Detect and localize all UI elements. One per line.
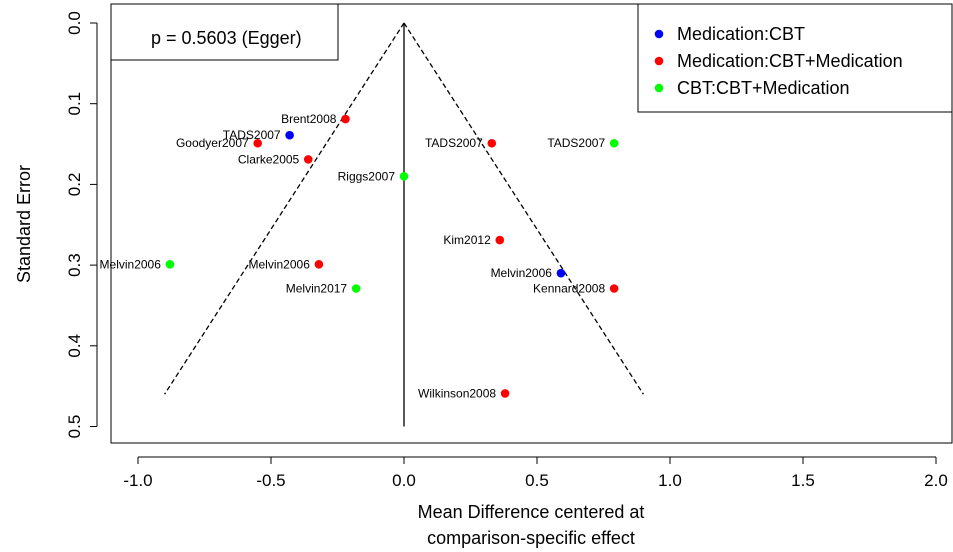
point-label: TADS2007 xyxy=(547,136,605,150)
y-tick-label: 0.3 xyxy=(65,253,84,277)
funnel-lines xyxy=(164,22,644,427)
y-axis: 0.0 0.1 0.2 0.3 0.4 0.5 xyxy=(65,11,98,439)
point-label: Melvin2006 xyxy=(491,266,553,280)
legend-label: CBT:CBT+Medication xyxy=(677,78,850,98)
point-label: TADS2007 xyxy=(223,128,281,142)
y-tick-label: 0.2 xyxy=(65,173,84,197)
point-label: Melvin2006 xyxy=(100,257,162,271)
legend-label: Medication:CBT xyxy=(677,24,805,44)
x-axis-title-line2: comparison-specific effect xyxy=(427,528,635,548)
point-label: Wilkinson2008 xyxy=(418,386,496,400)
data-point xyxy=(500,389,510,398)
data-point xyxy=(556,268,566,278)
data-point xyxy=(285,130,294,140)
point-label: Kim2012 xyxy=(443,233,491,247)
data-point xyxy=(253,138,262,148)
data-point xyxy=(399,172,409,181)
point-label: Brent2008 xyxy=(281,112,337,126)
x-axis-title-line1: Mean Difference centered at xyxy=(418,502,645,522)
point-label: TADS2007 xyxy=(425,136,483,150)
y-tick-label: 0.0 xyxy=(65,11,84,35)
x-tick-label: -0.5 xyxy=(256,471,285,490)
legend-label: Medication:CBT+Medication xyxy=(677,51,903,71)
x-tick-label: -1.0 xyxy=(123,471,152,490)
point-label: Melvin2006 xyxy=(249,257,311,271)
egger-box xyxy=(110,3,339,61)
y-tick-label: 0.1 xyxy=(65,92,84,116)
y-tick-label: 0.4 xyxy=(65,334,84,358)
point-label: Riggs2007 xyxy=(338,169,396,183)
data-point xyxy=(303,155,313,164)
x-tick-label: 1.5 xyxy=(791,471,815,490)
legend-marker xyxy=(654,83,664,93)
legend: Medication:CBT Medication:CBT+Medication C… xyxy=(637,3,953,113)
x-tick-label: 2.0 xyxy=(924,471,948,490)
data-point xyxy=(495,235,505,245)
x-tick-label: 0.0 xyxy=(392,471,416,490)
data-point xyxy=(487,138,497,148)
legend-box xyxy=(637,3,953,113)
point-label: Clarke2005 xyxy=(238,152,300,166)
egger-pvalue: p = 0.5603 (Egger) xyxy=(151,28,302,48)
y-tick-label: 0.5 xyxy=(65,415,84,439)
x-tick-label: 1.0 xyxy=(658,471,682,490)
funnel-left-line xyxy=(164,22,405,395)
x-axis: -1.0 -0.5 0.0 0.5 1.0 1.5 2.0 xyxy=(123,456,948,490)
egger-annotation: p = 0.5603 (Egger) xyxy=(110,3,339,61)
data-point xyxy=(341,114,350,124)
legend-marker xyxy=(654,56,664,66)
data-point xyxy=(165,259,175,269)
data-point xyxy=(314,259,324,269)
data-point xyxy=(351,284,361,293)
point-label: Kennard2008 xyxy=(533,282,605,296)
plot-frame xyxy=(110,3,953,444)
point-label: Melvin2017 xyxy=(286,282,348,296)
point-label: Goodyer2007 xyxy=(176,136,249,150)
legend-marker xyxy=(654,29,664,39)
y-axis-title: Standard Error xyxy=(14,165,34,283)
x-tick-label: 0.5 xyxy=(525,471,549,490)
funnel-right-line xyxy=(403,22,644,395)
data-point xyxy=(609,284,619,293)
data-point xyxy=(609,138,619,148)
data-points: TADS2007 Melvin2006 Brent2008 Goodyer2007 Cl… xyxy=(100,112,619,400)
